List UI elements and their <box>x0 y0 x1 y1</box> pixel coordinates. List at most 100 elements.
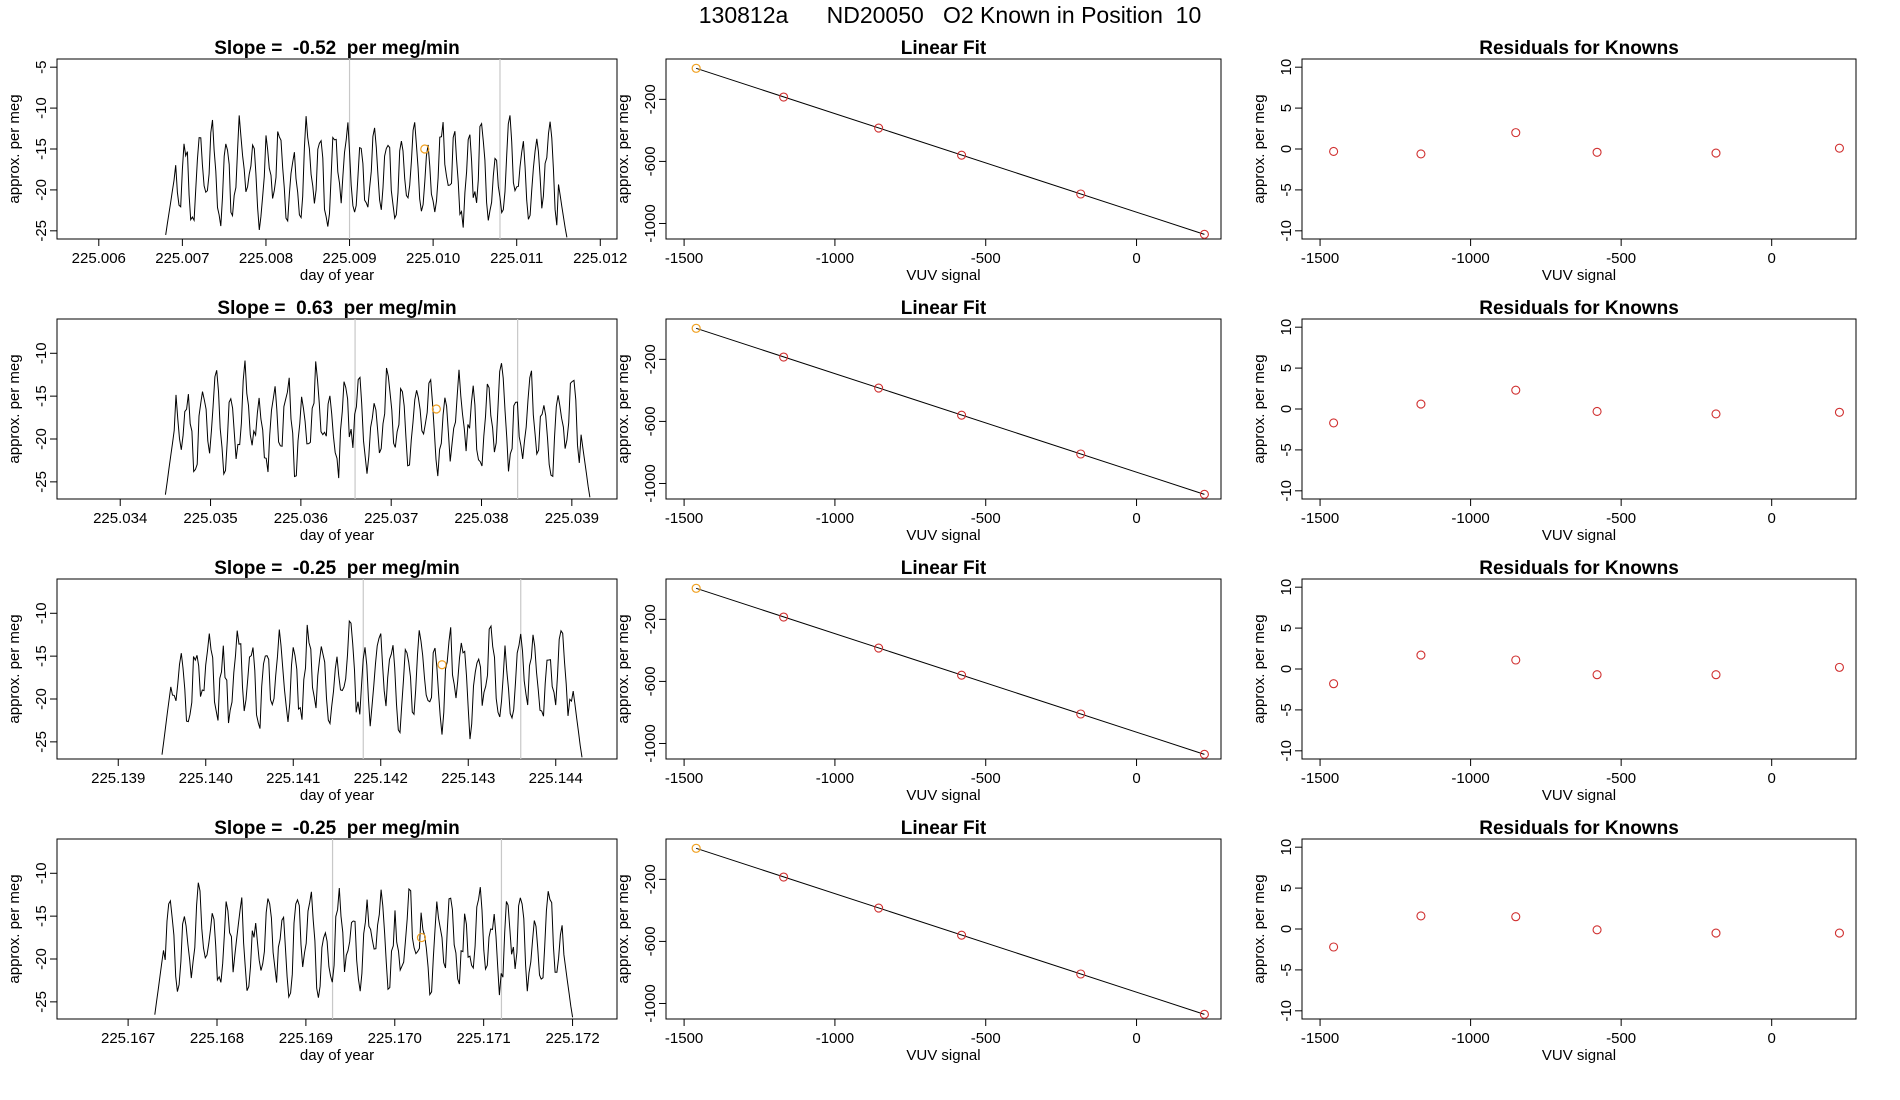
tank-id: ND20050 <box>826 2 924 28</box>
r4-p1-highlight-point <box>416 932 427 943</box>
r2-p1-y-tick-label: -15 <box>33 385 50 407</box>
r1-p2-fit-point <box>957 150 967 160</box>
r4-p2-x-axis-label: VUV signal <box>906 1047 980 1064</box>
r2-p2-x-tick-label: -1000 <box>816 510 854 527</box>
r4-p3-y-tick-label: -10 <box>1278 1000 1295 1022</box>
r3-p3-x-tick-label: -1500 <box>1301 770 1339 787</box>
r2-p3-x-tick-label: 0 <box>1768 510 1776 527</box>
r3-p2-y-tick-label: -1000 <box>642 724 659 762</box>
r1-p3-x-tick-label: -500 <box>1606 250 1636 267</box>
r3-p1-y-tick-label: -15 <box>33 645 50 667</box>
r3-p3-plot-frame <box>1301 578 1857 760</box>
r1-p2-y-axis-label: approx. per meg <box>615 94 632 203</box>
r3-p1-y-tick-label: -25 <box>33 731 50 753</box>
r2-p1-x-tick-label: 225.038 <box>454 510 508 527</box>
r3-p3-residual-point <box>1592 670 1602 680</box>
r2-p3-panel-title: Residuals for Knowns <box>1479 298 1679 319</box>
r1-p3-residual-point <box>1329 146 1339 157</box>
r4-p3-panel-title: Residuals for Knowns <box>1479 818 1679 839</box>
r1-p2-fit-line <box>696 67 1205 235</box>
r1-p2-x-tick-label: 0 <box>1132 250 1140 267</box>
r4-p1-signal-trace <box>154 882 574 1018</box>
r2-p2-fit-line <box>696 327 1205 495</box>
r4-p2-fit-point <box>957 930 967 940</box>
r4-p1-x-tick-label: 225.171 <box>457 1030 511 1047</box>
r1-p3-panel-title: Residuals for Knowns <box>1479 38 1679 59</box>
r4-p3-x-tick-label: -500 <box>1606 1030 1636 1047</box>
r2-p3-residual-point <box>1511 385 1521 395</box>
r1-p3-y-tick-label: -10 <box>1278 220 1295 242</box>
r1-p2-x-tick-label: -1000 <box>816 250 854 267</box>
r3-p1-plot-frame <box>56 578 618 760</box>
r4-p3-residual-point <box>1711 928 1721 938</box>
r1-p3-y-tick-label: 10 <box>1278 59 1295 76</box>
r3-p1-x-tick-label: 225.144 <box>529 770 583 787</box>
r3-p2-fit-point <box>957 670 967 680</box>
r2-p1-y-tick-label: -10 <box>33 342 50 364</box>
r2-p2-fit-point <box>874 383 884 393</box>
r2-p3-y-tick-label: 10 <box>1278 319 1295 336</box>
r3-p3-residual-point <box>1329 679 1339 689</box>
r1-p3-x-tick-label: 0 <box>1768 250 1776 267</box>
r3-p1-signal-trace <box>161 619 583 758</box>
r2-p1-x-tick-label: 225.036 <box>274 510 328 527</box>
r2-p2-x-axis-label: VUV signal <box>906 527 980 544</box>
r3-p3-x-tick-label: -1000 <box>1451 770 1489 787</box>
r2-p2-y-axis-label: approx. per meg <box>615 354 632 463</box>
r4-p2-fit-line <box>696 847 1205 1015</box>
r4-p2-fit-point <box>874 903 884 913</box>
r3-p3-residual-point <box>1416 650 1426 660</box>
r3-p1-x-tick-label: 225.143 <box>441 770 495 787</box>
r2-p3-x-axis-label: VUV signal <box>1542 527 1616 544</box>
r4-p3-residual-point <box>1416 911 1426 921</box>
r4-p1-x-tick-label: 225.169 <box>279 1030 333 1047</box>
r2-p3-residual-point <box>1834 407 1844 417</box>
r1-p1-y-tick-label: -5 <box>33 61 50 74</box>
r4-p1-y-tick-label: -20 <box>33 948 50 970</box>
r4-p3-x-axis-label: VUV signal <box>1542 1047 1616 1064</box>
r4-p2-x-tick-label: -500 <box>971 1030 1001 1047</box>
r1-p3-y-axis-label: approx. per meg <box>1251 94 1268 203</box>
r3-p2-fit-point <box>874 643 884 653</box>
r2-p1-y-tick-label: -20 <box>33 428 50 450</box>
r3-p1-y-tick-label: -20 <box>33 688 50 710</box>
r3-p1-x-tick-label: 225.142 <box>354 770 408 787</box>
r1-p3-y-tick-label: 5 <box>1278 104 1295 112</box>
r2-p2-fit-point <box>691 323 701 333</box>
r4-p1-x-axis-label: day of year <box>300 1047 374 1064</box>
r3-p2-x-tick-label: -1500 <box>665 770 703 787</box>
r3-p3-y-tick-label: 5 <box>1278 624 1295 632</box>
r3-p2-fit-point <box>1199 749 1209 759</box>
r2-p3-x-tick-label: -500 <box>1606 510 1636 527</box>
r1-p3-residual-point <box>1592 147 1602 157</box>
r4-p1-x-tick-label: 225.167 <box>101 1030 155 1047</box>
r3-p2-y-tick-label: -200 <box>642 604 659 634</box>
r3-p2-x-tick-label: 0 <box>1132 770 1140 787</box>
r2-p3-y-tick-label: 5 <box>1278 364 1295 372</box>
r2-p1-y-axis-label: approx. per meg <box>6 354 23 463</box>
r4-p2-fit-point <box>779 872 789 882</box>
r4-p2-fit-point <box>1199 1009 1209 1019</box>
r1-p1-x-tick-label: 225.006 <box>72 250 126 267</box>
r2-p3-plot-frame <box>1301 318 1857 500</box>
r3-p2-plot-frame <box>665 578 1222 760</box>
r1-p1-y-tick-label: -15 <box>33 138 50 160</box>
r1-p2-fit-point <box>874 123 884 133</box>
r4-p2-fit-point <box>1076 969 1086 979</box>
r2-p1-signal-trace <box>164 360 591 498</box>
figure-title: 130812a ND20050 O2 Known in Position 10 <box>0 2 1900 29</box>
r1-p2-fit-point <box>691 63 701 73</box>
r4-p2-fit-point <box>691 843 701 853</box>
r1-p3-residual-point <box>1711 148 1721 158</box>
r2-p3-x-tick-label: -1500 <box>1301 510 1339 527</box>
r4-p2-y-tick-label: -600 <box>642 926 659 956</box>
r1-p1-x-axis-label: day of year <box>300 267 374 284</box>
r1-p1-x-tick-label: 225.012 <box>573 250 627 267</box>
r2-p2-x-tick-label: -500 <box>971 510 1001 527</box>
r3-p1-x-tick-label: 225.140 <box>179 770 233 787</box>
r2-p3-y-axis-label: approx. per meg <box>1251 354 1268 463</box>
r1-p1-x-tick-label: 225.011 <box>490 250 543 267</box>
r1-p1-x-tick-label: 225.008 <box>239 250 293 267</box>
r4-p2-x-tick-label: -1500 <box>665 1030 703 1047</box>
